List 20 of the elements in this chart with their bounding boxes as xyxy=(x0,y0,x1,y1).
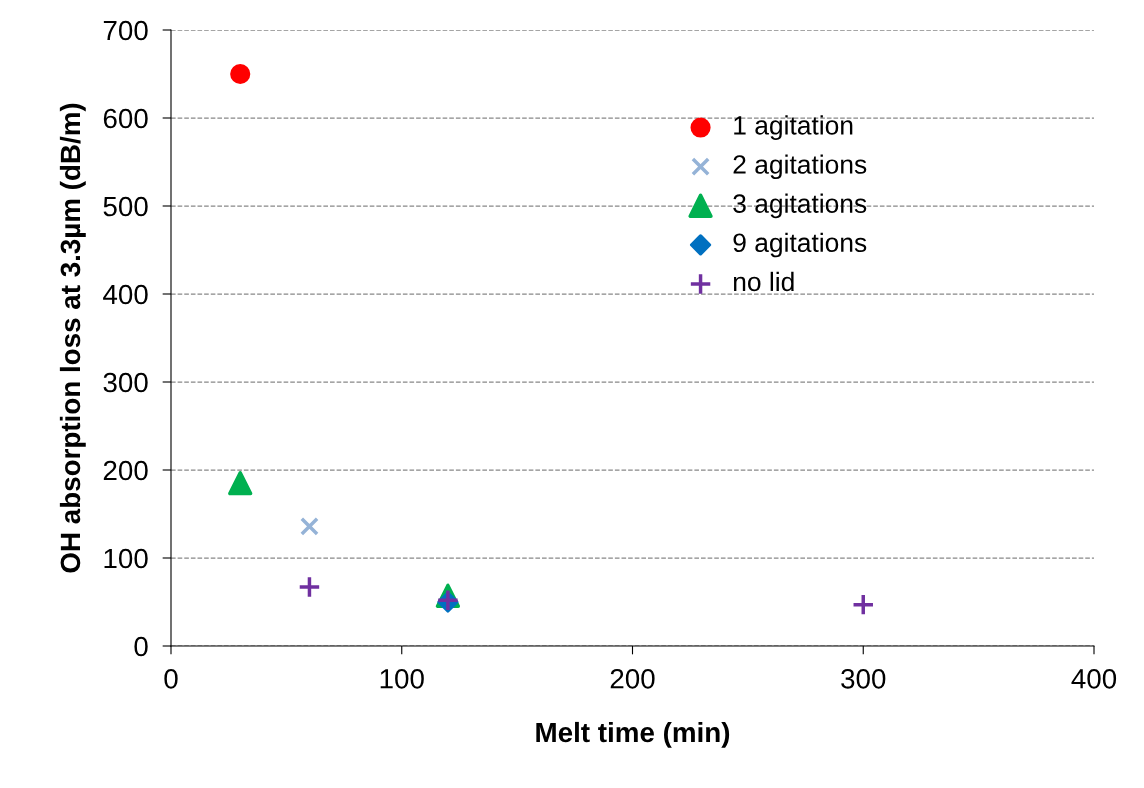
y-tick-label: 200 xyxy=(103,460,148,481)
y-tick-label: 700 xyxy=(103,20,148,41)
y-axis-title: OH absorption loss at 3.3µm (dB/m) xyxy=(59,103,86,573)
y-tick-label: 0 xyxy=(134,636,148,657)
legend-label: 2 agitations xyxy=(733,154,867,180)
y-tick-label: 300 xyxy=(103,372,148,393)
x-tick-label: 300 xyxy=(841,668,886,689)
legend-label: 3 agitations xyxy=(733,193,867,219)
x-tick-label: 200 xyxy=(610,668,655,689)
y-tick-label: 600 xyxy=(103,108,148,129)
x-axis-title: Melt time (min) xyxy=(536,721,730,748)
legend-label: 1 agitation xyxy=(734,115,853,140)
legend-label: no lid xyxy=(733,271,794,292)
x-tick-label: 400 xyxy=(1071,668,1117,689)
x-tick-label: 100 xyxy=(380,668,424,689)
y-tick-label: 500 xyxy=(103,196,148,217)
y-tick-label: 100 xyxy=(104,548,148,569)
y-tick-label: 400 xyxy=(103,284,148,305)
legend-label: 9 agitations xyxy=(733,232,867,258)
x-tick-label: 0 xyxy=(164,668,178,689)
